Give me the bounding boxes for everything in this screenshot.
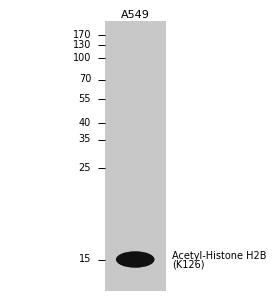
Text: 70: 70 xyxy=(79,74,91,85)
Text: 25: 25 xyxy=(79,163,91,173)
Text: 170: 170 xyxy=(73,29,91,40)
Text: 130: 130 xyxy=(73,40,91,50)
FancyBboxPatch shape xyxy=(105,21,166,291)
Text: A549: A549 xyxy=(121,11,150,20)
Text: 100: 100 xyxy=(73,53,91,64)
Text: (K126): (K126) xyxy=(172,260,205,270)
Text: Acetyl-Histone H2B: Acetyl-Histone H2B xyxy=(172,250,267,261)
Ellipse shape xyxy=(116,251,155,268)
Text: 40: 40 xyxy=(79,118,91,128)
Text: 35: 35 xyxy=(79,134,91,145)
Text: 15: 15 xyxy=(79,254,91,265)
Text: 55: 55 xyxy=(79,94,91,104)
